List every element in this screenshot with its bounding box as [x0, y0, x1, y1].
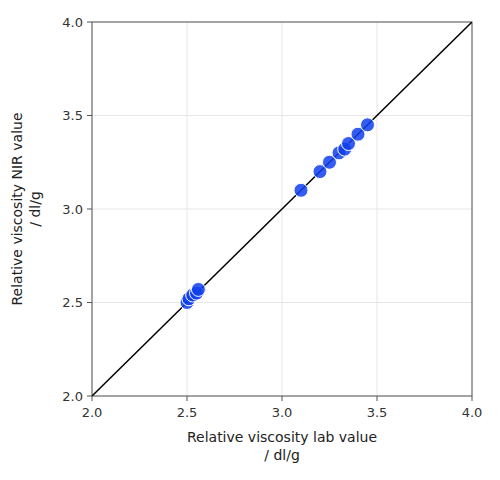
x-tick-label: 3.0	[272, 405, 293, 420]
scatter-point	[191, 282, 205, 296]
y-tick	[87, 209, 92, 210]
x-axis-label: Relative viscosity lab value / dl/g	[187, 429, 377, 463]
y-tick	[87, 22, 92, 23]
label-line: / dl/g	[27, 191, 43, 227]
axes: 2.0 2.5 3.0 3.5 4.0 2.0 2.5 3.0 3.5 4.0	[62, 15, 482, 421]
y-axis-label: Relative viscosity NIR value/ dl/g	[9, 112, 43, 305]
label-line: Relative viscosity lab value	[187, 429, 377, 445]
x-tick	[187, 396, 188, 401]
x-tick	[282, 396, 283, 401]
x-tick-label: 2.0	[82, 405, 103, 420]
grid	[92, 22, 472, 396]
label-line: Relative viscosity NIR value	[9, 112, 25, 305]
label-line: / dl/g	[264, 447, 300, 463]
y-tick-label: 4.0	[62, 15, 83, 30]
y-tick-label: 3.0	[62, 202, 83, 217]
x-tick-label: 3.5	[367, 405, 388, 420]
y-tick-label: 2.5	[62, 295, 83, 310]
y-axis-label-group: Relative viscosity NIR value/ dl/g	[9, 112, 43, 305]
y-tick-label: 3.5	[62, 108, 83, 123]
y-tick-label: 2.0	[62, 389, 83, 404]
x-tick	[377, 396, 378, 401]
scatter-point	[294, 183, 308, 197]
reference-line	[92, 22, 472, 396]
y-grid-line	[92, 302, 472, 303]
y-grid-line	[92, 115, 472, 116]
y-tick	[87, 115, 92, 116]
x-tick-label: 4.0	[462, 405, 483, 420]
plot-area	[92, 22, 472, 396]
scatter-point	[361, 118, 375, 132]
x-tick	[92, 396, 93, 401]
plot-frame	[92, 22, 472, 396]
chart: 2.0 2.5 3.0 3.5 4.0 2.0 2.5 3.0 3.5 4.0 Relative v…	[0, 0, 500, 480]
y-tick	[87, 302, 92, 303]
x-tick-label: 2.5	[177, 405, 198, 420]
y-tick	[87, 396, 92, 397]
x-tick	[472, 396, 473, 401]
